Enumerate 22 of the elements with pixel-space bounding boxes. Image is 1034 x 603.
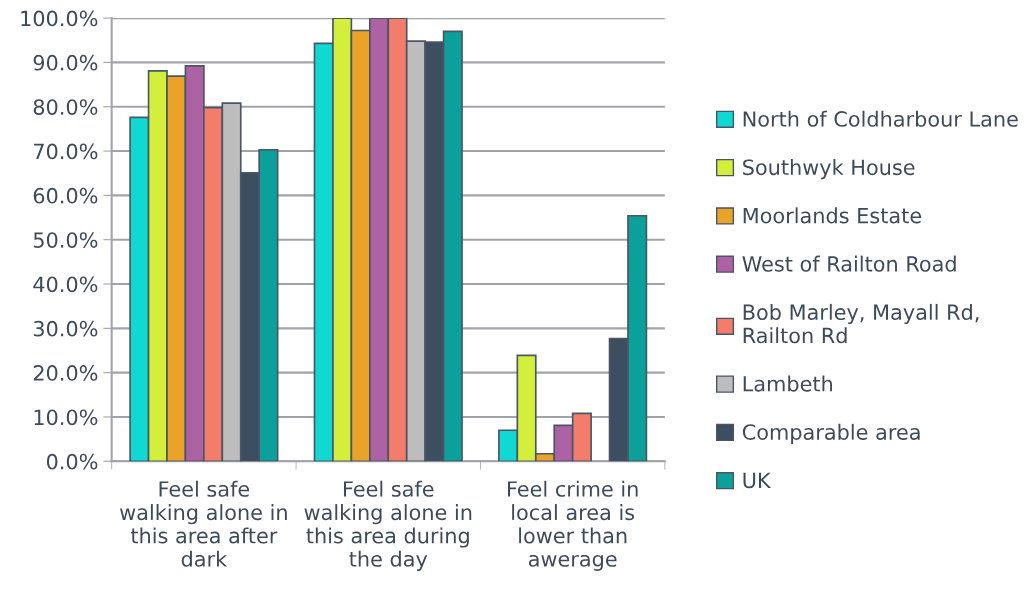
y-tick-label: 50.0%	[33, 232, 98, 248]
y-tick-label: 0.0%	[46, 453, 98, 470]
x-tick-label: Feel crime in local area is lower than awerage	[508, 480, 638, 571]
legend-label: UK	[743, 472, 772, 489]
x-tick-label: Feel safe walking alone in this area during the day	[304, 480, 472, 571]
y-tick-label: 10.0%	[34, 409, 98, 426]
y-tick-label: 20.0%	[33, 365, 98, 381]
y-tick-label: 100.0%	[21, 10, 98, 27]
y-tick-label: 40.0%	[33, 276, 98, 293]
legend-label: Bob Marley, Mayall Rd, Railton Rd	[743, 303, 979, 344]
y-tick-label: 90.0%	[33, 54, 98, 71]
legend-label: Moorlands Estate	[743, 207, 922, 224]
y-tick-label: 80.0%	[33, 99, 98, 115]
legend-label: Comparable area	[742, 423, 920, 444]
x-tick-label: Feel safe walking alone in this area after dark	[120, 480, 287, 567]
legend-label: Lambeth	[743, 375, 833, 392]
legend-label: West of Railton Road	[742, 255, 956, 272]
y-tick-label: 30.0%	[33, 320, 98, 337]
y-tick-label: 70.0%	[34, 143, 98, 160]
legend-label: Southwyk House	[743, 159, 915, 180]
y-tick-label: 60.0%	[33, 187, 98, 204]
legend-label: North of Coldharbour Lane	[743, 110, 1018, 127]
